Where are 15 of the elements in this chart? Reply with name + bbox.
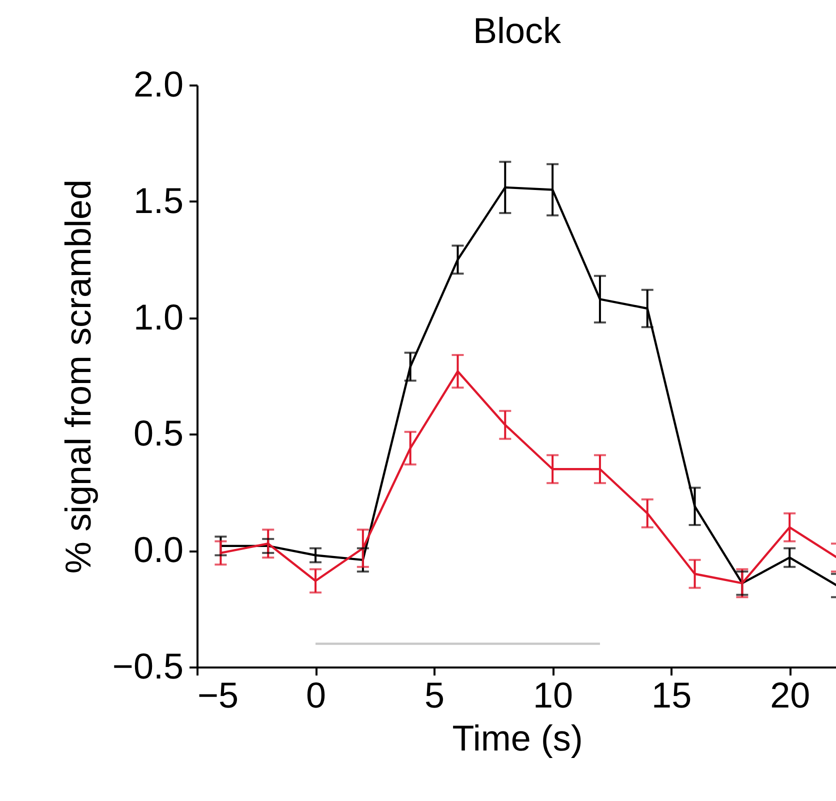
x-tick-label: 5 xyxy=(424,674,445,716)
x-tick-label: 10 xyxy=(533,674,574,716)
y-tick-label: 2.0 xyxy=(133,64,184,104)
x-tick-label: −5 xyxy=(198,674,239,716)
x-tick-label: 20 xyxy=(770,674,810,716)
y-tick-label: −0.5 xyxy=(112,646,184,686)
y-tick-label: 0.5 xyxy=(133,412,184,454)
x-tick-label: 0 xyxy=(306,674,326,716)
chart-title: Block xyxy=(472,10,562,51)
x-axis-title: Time (s) xyxy=(452,718,583,758)
y-tick-label: 1.0 xyxy=(133,296,184,338)
y-tick-label: 0.0 xyxy=(133,529,184,570)
x-tick-label: 15 xyxy=(652,674,692,716)
y-axis-title: % signal from scrambled xyxy=(57,179,98,574)
y-tick-label: 1.5 xyxy=(133,180,184,221)
